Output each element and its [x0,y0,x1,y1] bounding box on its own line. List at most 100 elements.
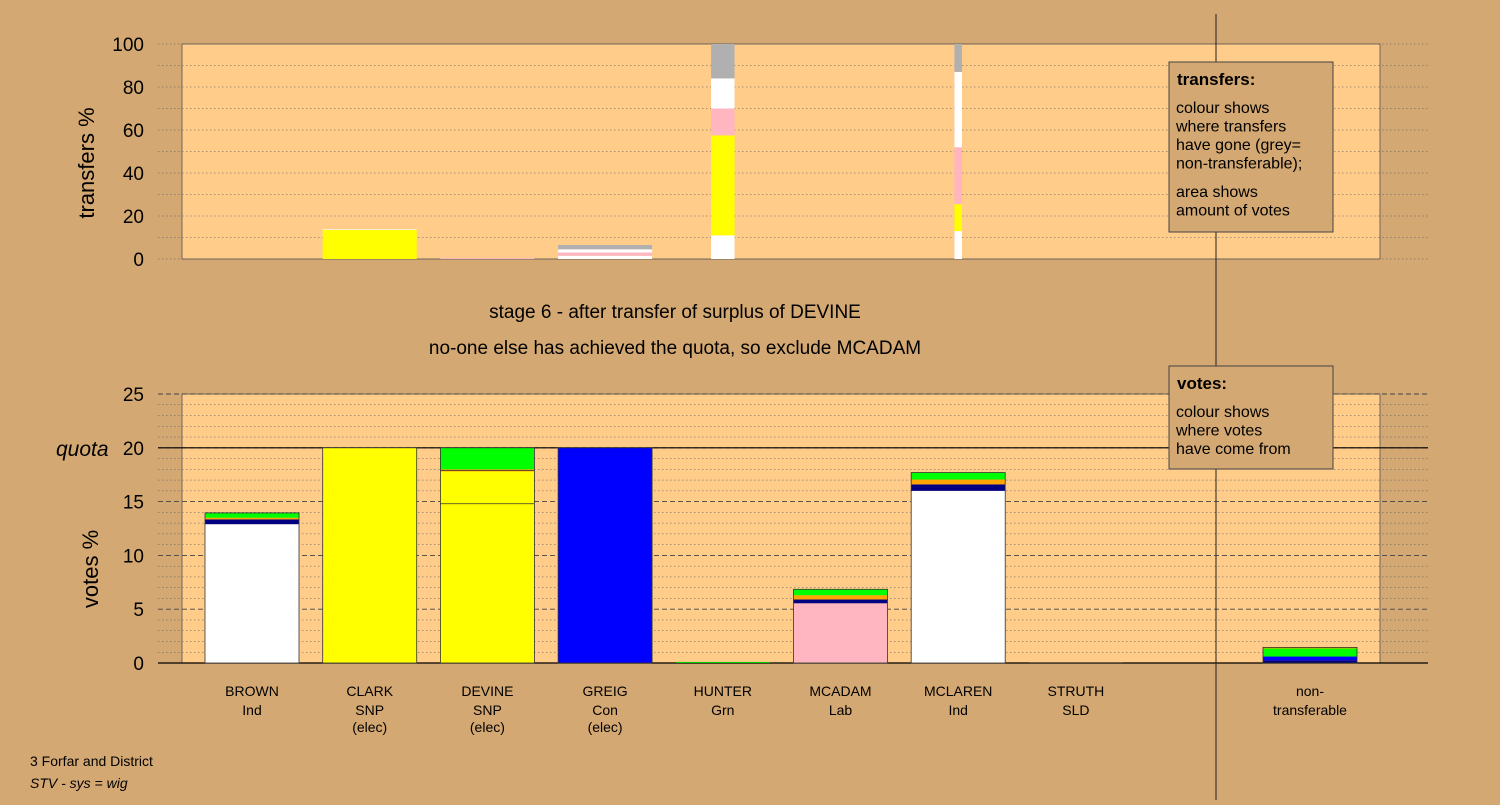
votes-legend-line: where votes [1175,423,1262,440]
transfers-bar-segment-greig [558,249,653,253]
transfers-y-tick: 80 [123,78,144,99]
transfers-legend-box [1168,61,1334,233]
category-label: MCLAREN [924,683,992,699]
status-label: (elec) [588,719,623,735]
transfers-bar-segment-hunter [711,235,735,259]
transfers-legend-line: colour shows [1176,100,1269,117]
votes-legend-line: colour shows [1176,404,1269,421]
votes-bar-segment-mcadam [793,603,888,663]
transfers-legend-title: transfers: [1177,70,1255,89]
votes-bar-segment-mcadam [793,589,888,596]
status-label: (elec) [470,719,505,735]
votes-bar-segment-greig [558,447,653,663]
votes-bar-segment-non-transferable [1263,647,1357,649]
votes-bar-segment-brown [205,512,299,518]
stage-subtitle: no-one else has achieved the quota, so e… [429,338,921,359]
votes-bar-segment-non-transferable [1263,660,1357,663]
votes-bar-segment-non-transferable [1263,648,1357,657]
transfers-bar-segment-hunter [711,78,735,109]
votes-bar-segment-hunter [675,661,770,663]
transfers-bar-segment-hunter [711,44,735,79]
votes-legend-box [1168,365,1334,470]
votes-bar-segment-mclaren [911,484,1006,491]
party-label: Con [592,702,618,718]
transfers-bar-segment-hunter [711,108,735,136]
votes-legend-title: votes: [1177,374,1227,393]
votes-bar-segment-devine [440,503,535,663]
footer-district: 3 Forfar and District [30,753,153,769]
votes-bar-segment-mcadam [793,599,888,604]
stage-title: stage 6 - after transfer of surplus of D… [489,302,861,323]
category-label: STRUTH [1048,683,1105,699]
transfers-legend-line: amount of votes [1176,203,1290,220]
votes-bar-segment-brown [205,519,299,525]
category-label: DEVINE [461,683,513,699]
transfers-bar-segment-greig [558,252,653,256]
party-label: Lab [829,702,853,718]
transfers-y-axis-label: transfers % [74,107,99,218]
transfers-bar-segment-mclaren [954,71,962,148]
party-label: SLD [1062,702,1089,718]
votes-y-tick: 20 [123,439,144,460]
transfers-y-tick: 40 [123,164,144,185]
votes-bar-outline [1262,646,1358,664]
transfers-bar-segment-greig [558,245,653,250]
party-label: SNP [355,702,384,718]
votes-bar-segment-non-transferable [1263,656,1357,661]
transfers-y-tick: 20 [123,207,144,228]
votes-bar-outline [557,447,653,664]
category-label: CLARK [346,683,393,699]
votes-bar-segment-brown [205,524,299,663]
votes-y-tick: 15 [123,493,144,514]
category-label: non- [1296,683,1324,699]
votes-y-tick: 10 [123,546,144,567]
transfers-y-tick: 60 [123,121,144,142]
transfers-bar-segment-devine [440,257,535,259]
votes-bar-segment-mcadam [793,595,888,600]
votes-bar-outline [910,472,1006,664]
category-label: MCADAM [809,683,871,699]
category-label: HUNTER [694,683,752,699]
party-label: SNP [473,702,502,718]
transfers-legend-line: non-transferable); [1176,156,1302,173]
transfers-bar-segment-clark [322,229,417,230]
category-label: BROWN [225,683,279,699]
transfers-bar-segment-mclaren [954,231,962,259]
votes-bar-segment-mclaren [911,472,1006,480]
transfers-bar-segment-hunter [711,135,735,236]
transfers-bar-segment-mclaren [954,204,962,232]
votes-bar-segment-struth [1028,662,1123,664]
transfers-bar-segment-mclaren [954,44,962,72]
party-label: Ind [948,702,967,718]
category-label: GREIG [583,683,628,699]
transfers-bar-segment-greig [558,255,653,259]
party-label: Grn [711,702,734,718]
votes-bar-segment-clark [322,447,417,663]
votes-bar-segment-brown [205,517,299,520]
votes-bar-outline [204,512,300,664]
votes-bar-outline [322,447,418,664]
status-label: (elec) [352,719,387,735]
votes-y-axis-label: votes % [78,530,103,608]
votes-bar-segment-mclaren [911,490,1006,663]
category-label-cont: transferable [1273,702,1347,718]
transfers-legend-line: where transfers [1175,119,1286,136]
votes-bar-outline [439,447,535,664]
votes-bar-outline [793,588,888,664]
footer-system: STV - sys = wig [30,775,128,791]
transfers-legend-line: have gone (grey= [1176,137,1301,154]
votes-y-tick: 25 [123,385,144,406]
party-label: Ind [242,702,261,718]
transfers-bar-segment-mclaren [954,147,962,205]
votes-bar-segment-devine [440,447,535,470]
transfers-bar-segment-clark [322,229,417,259]
quota-label: quota [56,438,109,461]
transfers-y-tick: 100 [112,35,144,56]
votes-bar-segment-devine [440,471,535,504]
transfers-y-tick: 0 [133,250,144,271]
votes-y-tick: 5 [133,600,144,621]
transfers-legend-line: area shows [1176,184,1258,201]
votes-legend-line: have come from [1176,441,1291,458]
